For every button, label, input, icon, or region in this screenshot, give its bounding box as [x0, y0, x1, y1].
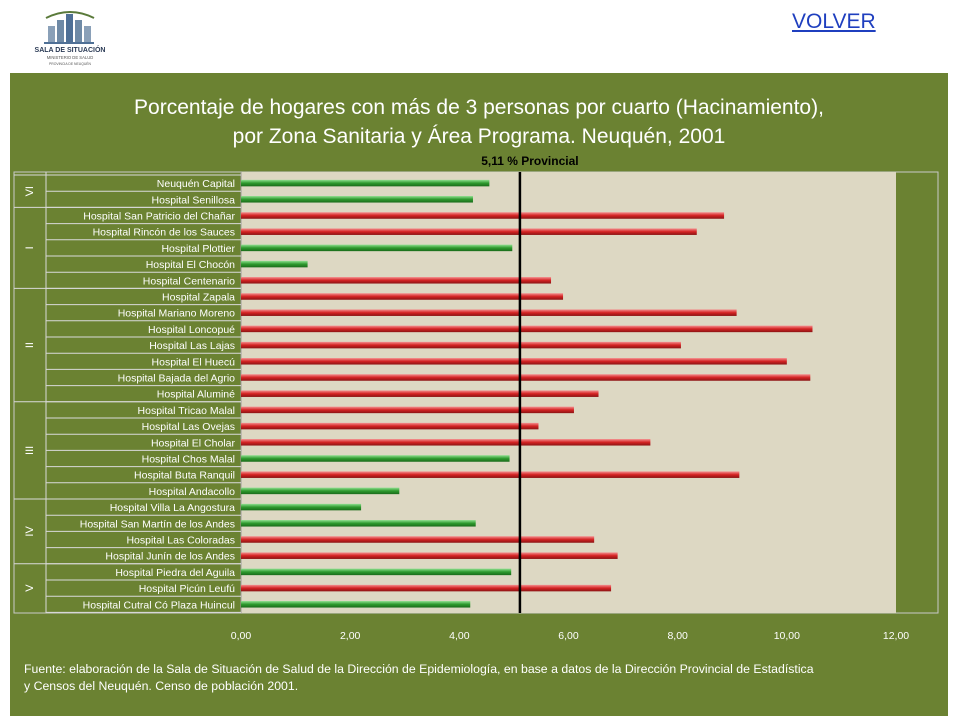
bar-below-provincial — [241, 503, 362, 511]
category-label: Hospital Tricao Malal — [138, 405, 235, 417]
category-label: Hospital El Huecú — [152, 356, 236, 368]
bar-above-provincial — [241, 422, 539, 430]
category-label: Hospital San Patricio del Chañar — [83, 211, 235, 223]
bar-above-provincial — [241, 390, 599, 397]
category-label: Hospital Senillosa — [152, 194, 236, 206]
x-tick-label: 8,00 — [667, 630, 688, 642]
logo-province: PROVINCIA DE NEUQUÉN — [49, 61, 92, 66]
x-tick-label: 10,00 — [774, 630, 800, 642]
bar-above-provincial — [241, 325, 813, 333]
volver-link[interactable]: VOLVER — [792, 10, 876, 33]
bar-below-provincial — [241, 487, 400, 495]
chart-title-line-2: por Zona Sanitaria y Área Programa. Neuq… — [232, 125, 726, 148]
logo-building-icon — [44, 11, 95, 44]
x-tick-label: 0,00 — [231, 630, 252, 642]
bar-below-provincial — [241, 244, 513, 252]
bar-above-provincial — [241, 277, 552, 284]
zone-label-vi: VI — [24, 186, 36, 196]
category-label: Hospital Villa La Angostura — [110, 502, 235, 514]
category-label: Hospital Las Lajas — [149, 340, 235, 352]
zone-label-ii: II — [24, 342, 36, 348]
category-label: Hospital Andacollo — [149, 486, 236, 498]
x-tick-label: 12,00 — [883, 630, 909, 642]
bar-above-provincial — [241, 293, 564, 300]
chart-title: Porcentaje de hogares con más de 3 perso… — [10, 93, 948, 151]
bar-above-provincial — [241, 584, 612, 592]
category-label: Hospital Mariano Moreno — [118, 308, 235, 320]
source-line-1: Fuente: elaboración de la Sala de Situac… — [24, 662, 814, 676]
category-label: Hospital Piedra del Aguila — [115, 567, 235, 579]
sala-de-situacion-logo: SALA DE SITUACIÓN MINISTERIO DE SALUD PR… — [35, 11, 106, 66]
bar-above-provincial — [241, 471, 740, 478]
category-label: Hospital Centenario — [143, 275, 235, 287]
x-tick-label: 6,00 — [558, 630, 579, 642]
category-label: Hospital Zapala — [162, 292, 235, 304]
logo-subtitle: MINISTERIO DE SALUD — [47, 55, 94, 60]
x-tick-label: 4,00 — [449, 630, 470, 642]
bar-above-provincial — [241, 536, 595, 543]
category-label: Hospital El Cholar — [151, 437, 236, 449]
chart-title-line-1: Porcentaje de hogares con más de 3 perso… — [134, 96, 824, 119]
bar-above-provincial — [241, 439, 651, 446]
bar-above-provincial — [241, 358, 787, 365]
category-label: Hospital Junín de los Andes — [105, 551, 235, 563]
bar-above-provincial — [241, 309, 737, 316]
category-label: Hospital Rincón de los Sauces — [93, 227, 235, 239]
category-label: Hospital Buta Ranquil — [134, 470, 235, 482]
category-label: Hospital Aluminé — [157, 389, 235, 401]
bar-below-provincial — [241, 455, 510, 462]
category-label: Hospital Chos Malal — [142, 454, 235, 466]
bar-above-provincial — [241, 341, 681, 349]
zone-label-iv: IV — [24, 526, 36, 537]
category-label: Hospital Loncopué — [148, 324, 235, 336]
zone-label-i: I — [24, 246, 36, 249]
category-label: Hospital Las Coloradas — [126, 535, 235, 547]
category-label: Hospital El Chocón — [146, 259, 235, 271]
bar-below-provincial — [241, 601, 471, 608]
source-line-2: y Censos del Neuquén. Censo de población… — [24, 679, 299, 693]
category-label: Hospital San Martín de los Andes — [80, 518, 235, 530]
bar-below-provincial — [241, 179, 490, 187]
category-label: Hospital Cutral Có Plaza Huincul — [83, 599, 235, 611]
zone-label-iii: III — [24, 446, 36, 455]
x-tick-label: 2,00 — [340, 630, 361, 642]
bar-below-provincial — [241, 520, 476, 527]
category-label: Neuquén Capital — [157, 178, 235, 190]
provincial-reference-label: 5,11 % Provincial — [481, 154, 578, 168]
category-label: Hospital Bajada del Agrio — [118, 373, 235, 385]
chart-panel: Porcentaje de hogares con más de 3 perso… — [10, 73, 948, 716]
logo-title: SALA DE SITUACIÓN — [35, 45, 106, 54]
bar-above-provincial — [241, 374, 811, 381]
bar-above-provincial — [241, 228, 697, 235]
bar-below-provincial — [241, 196, 473, 203]
bar-above-provincial — [241, 212, 725, 219]
bar-above-provincial — [241, 406, 574, 414]
zone-label-v: V — [24, 584, 36, 592]
bar-below-provincial — [241, 260, 308, 268]
category-label: Hospital Picún Leufú — [139, 583, 235, 595]
bar-above-provincial — [241, 552, 618, 559]
category-label: Hospital Las Ovejas — [142, 421, 235, 433]
source-note: Fuente: elaboración de la Sala de Situac… — [24, 661, 934, 695]
category-label: Hospital Plottier — [161, 243, 235, 255]
bar-below-provincial — [241, 568, 512, 576]
